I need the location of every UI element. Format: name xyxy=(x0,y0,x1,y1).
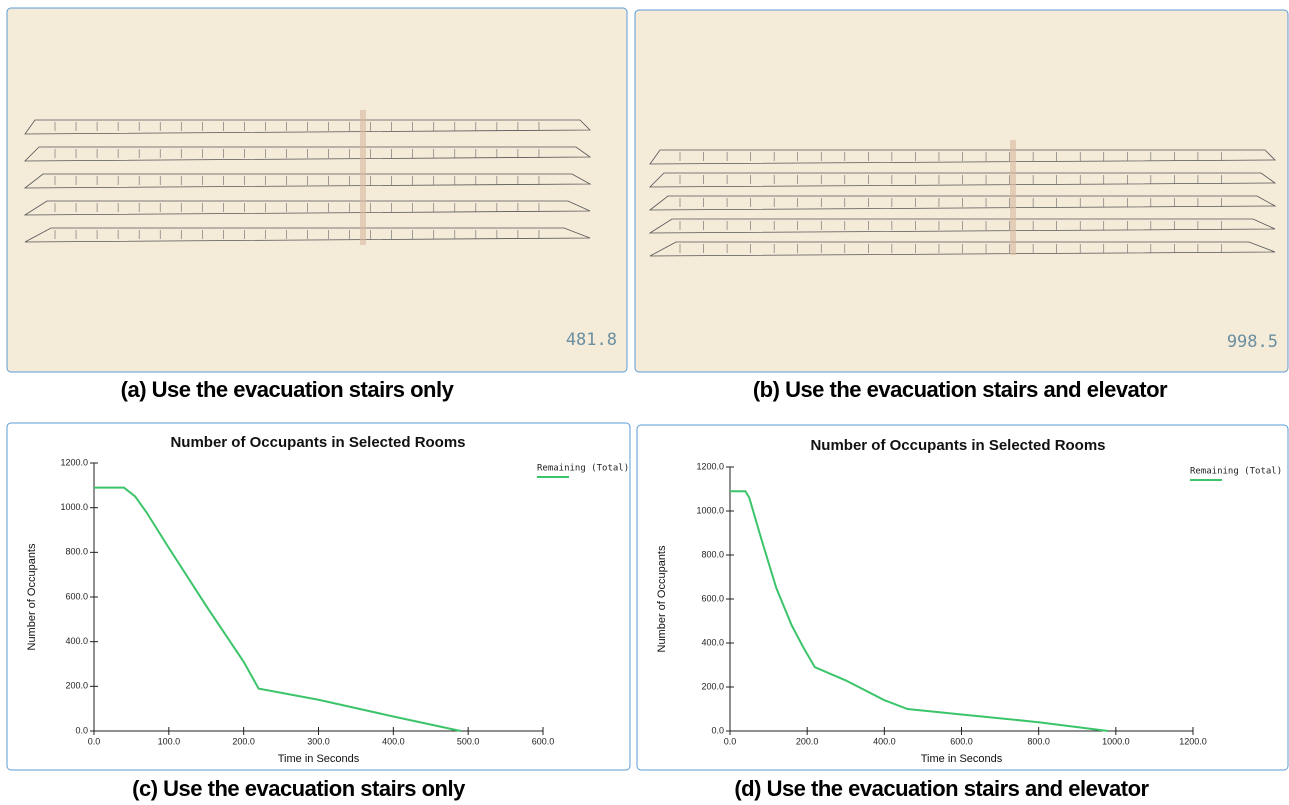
x-tick-label: 500.0 xyxy=(457,736,480,746)
chart-title: Number of Occupants in Selected Rooms xyxy=(810,437,1105,454)
x-tick-label: 800.0 xyxy=(1027,736,1050,746)
y-tick-label: 1200.0 xyxy=(696,461,724,471)
x-axis-label: Time in Seconds xyxy=(921,753,1003,765)
caption: (a) Use the evacuation stairs only xyxy=(121,377,455,402)
y-tick-label: 1000.0 xyxy=(60,502,88,512)
x-tick-label: 400.0 xyxy=(873,736,896,746)
x-tick-label: 200.0 xyxy=(232,736,255,746)
chart-panel xyxy=(7,423,630,770)
y-tick-label: 800.0 xyxy=(701,549,724,559)
y-tick-label: 200.0 xyxy=(701,681,724,691)
shaft xyxy=(1010,140,1016,255)
y-tick-label: 1200.0 xyxy=(60,457,88,467)
chart-panel xyxy=(637,425,1288,770)
legend-label: Remaining (Total) xyxy=(537,464,629,474)
y-tick-label: 1000.0 xyxy=(696,505,724,515)
caption: (d) Use the evacuation stairs and elevat… xyxy=(734,776,1149,801)
figure: 481.8 998.5 (a) Use the evacuation stair… xyxy=(0,0,1289,805)
x-tick-label: 100.0 xyxy=(158,736,181,746)
y-tick-label: 200.0 xyxy=(65,681,88,691)
chart-title: Number of Occupants in Selected Rooms xyxy=(170,434,465,451)
y-tick-label: 400.0 xyxy=(701,637,724,647)
x-tick-label: 1200.0 xyxy=(1179,736,1207,746)
y-axis-label: Number of Occupants xyxy=(656,545,668,652)
y-axis-label: Number of Occupants xyxy=(26,543,38,650)
caption: (b) Use the evacuation stairs and elevat… xyxy=(753,377,1168,402)
x-tick-label: 400.0 xyxy=(382,736,405,746)
y-tick-label: 400.0 xyxy=(65,636,88,646)
screenshot-panel xyxy=(7,8,627,372)
y-tick-label: 0.0 xyxy=(711,725,724,735)
x-tick-label: 0.0 xyxy=(88,736,101,746)
screenshot-panel xyxy=(635,10,1288,372)
x-axis-label: Time in Seconds xyxy=(278,753,360,765)
caption: (c) Use the evacuation stairs only xyxy=(132,776,466,801)
timer: 998.5 xyxy=(1227,332,1278,352)
y-tick-label: 0.0 xyxy=(75,725,88,735)
x-tick-label: 1000.0 xyxy=(1102,736,1130,746)
x-tick-label: 300.0 xyxy=(307,736,330,746)
x-tick-label: 600.0 xyxy=(950,736,973,746)
legend-label: Remaining (Total) xyxy=(1190,467,1282,477)
y-tick-label: 600.0 xyxy=(701,593,724,603)
x-tick-label: 600.0 xyxy=(532,736,555,746)
timer: 481.8 xyxy=(566,330,617,350)
shaft xyxy=(360,110,366,245)
y-tick-label: 800.0 xyxy=(65,547,88,557)
x-tick-label: 200.0 xyxy=(796,736,819,746)
x-tick-label: 0.0 xyxy=(724,736,737,746)
y-tick-label: 600.0 xyxy=(65,591,88,601)
